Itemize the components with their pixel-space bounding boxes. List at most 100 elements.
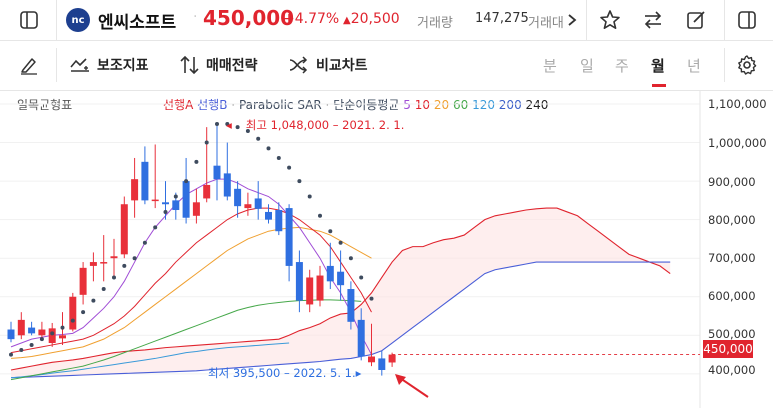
period-minute[interactable]: 분 — [543, 57, 557, 75]
legend-ma-5: 5 — [403, 98, 411, 112]
y-axis-label: 600,000 — [708, 289, 756, 303]
y-axis-label: 1,100,000 — [708, 97, 767, 111]
candle-body — [388, 354, 396, 363]
chevron-right-icon[interactable] — [562, 10, 582, 30]
candle-body — [244, 204, 252, 209]
psar-dot — [369, 296, 374, 301]
candle-body — [7, 329, 15, 340]
amount-label: 거래대 — [528, 16, 564, 31]
psar-dot — [132, 256, 137, 261]
sidebar-toggle-icon[interactable] — [18, 9, 40, 31]
separator-dot: · — [193, 9, 198, 25]
legend-ma: 단순이동평균 — [333, 98, 400, 112]
psar-dot — [287, 165, 292, 170]
panel-toggle-icon[interactable] — [736, 9, 758, 31]
legend-psar: Parabolic SAR — [238, 98, 322, 112]
y-axis-label: 400,000 — [708, 363, 756, 377]
psar-dot — [153, 225, 158, 230]
divider — [724, 0, 725, 40]
period-day[interactable]: 일 — [580, 57, 594, 75]
edit-icon[interactable] — [684, 8, 708, 32]
indicators-button[interactable]: 보조지표 — [97, 58, 149, 74]
strategy-button[interactable]: 매매전략 — [206, 58, 258, 74]
candle-body — [110, 256, 118, 259]
stock-name[interactable]: 엔씨소프트 — [98, 13, 177, 33]
psar-dot — [112, 275, 116, 280]
candle-body — [162, 202, 169, 205]
volume-value: 147,275 — [475, 11, 529, 26]
psar-dot — [91, 298, 96, 303]
candle-body — [172, 200, 180, 211]
period-year[interactable]: 년 — [687, 57, 701, 75]
candle-body — [151, 199, 159, 202]
swap-arrows-icon[interactable] — [641, 8, 665, 32]
ma-10-line — [10, 207, 372, 354]
psar-dot — [338, 240, 343, 245]
psar-dot — [9, 352, 13, 357]
psar-dot — [359, 275, 364, 280]
compare-button[interactable]: 비교차트 — [316, 58, 368, 74]
candle-body — [265, 211, 272, 220]
psar-dot — [215, 122, 219, 127]
psar-dot — [142, 240, 147, 245]
psar-dot — [163, 209, 168, 214]
psar-dot — [19, 347, 24, 352]
y-axis-label: 1,000,000 — [708, 136, 767, 150]
candle-body — [378, 358, 386, 370]
candle-body — [234, 188, 242, 207]
psar-dot — [328, 229, 333, 234]
period-month[interactable]: 월 — [651, 57, 665, 75]
chart-toolbar — [0, 40, 773, 91]
period-selected-indicator — [652, 84, 666, 87]
ichimoku-cloud — [11, 208, 671, 378]
star-icon[interactable] — [598, 8, 622, 32]
legend-ma-60: 60 — [452, 98, 469, 112]
pointer-arrow-head — [395, 374, 406, 385]
candle-body — [337, 271, 345, 286]
psar-dot — [29, 342, 34, 347]
strategy-icon[interactable] — [178, 54, 202, 76]
candle-body — [141, 161, 149, 201]
y-axis-label: 800,000 — [708, 213, 756, 227]
psar-dot — [101, 287, 106, 292]
psar-dot — [39, 337, 44, 342]
low-annotation: 최저 395,500 – 2022. 5. 1.▸ — [208, 365, 361, 381]
legend-separator: · — [325, 98, 330, 112]
legend-ma-120: 120 — [472, 98, 495, 112]
legend-ma-240: 240 — [525, 98, 549, 112]
ma-5-line — [10, 178, 372, 355]
psar-dot — [50, 331, 55, 336]
psar-dot — [184, 179, 189, 184]
legend-span-a: 선행A — [163, 98, 194, 112]
period-week[interactable]: 주 — [615, 57, 629, 75]
up-triangle-icon: ▲ — [343, 15, 351, 26]
legend-ma-10: 10 — [414, 98, 431, 112]
pen-icon[interactable] — [18, 54, 40, 76]
psar-dot — [173, 194, 178, 199]
indicator-name[interactable]: 일목균형표 — [17, 98, 73, 112]
compare-icon[interactable] — [287, 54, 311, 76]
candle-body — [69, 296, 77, 330]
settings-gear-icon[interactable] — [736, 54, 758, 76]
divider — [586, 0, 587, 40]
psar-dot — [307, 194, 312, 199]
candle-body — [182, 181, 190, 218]
stock-logo: nc — [66, 8, 90, 32]
candle-body — [223, 173, 231, 197]
volume-label: 거래량 — [417, 16, 453, 31]
legend-ma-200: 200 — [498, 98, 522, 112]
candle-body — [28, 327, 36, 334]
low-annotation-text: 최저 395,500 – 2022. 5. 1. — [208, 366, 356, 380]
chart-legend: 선행A 선행B · Parabolic SAR · 단순이동평균 5 10 20… — [163, 96, 548, 113]
candle-body — [316, 275, 324, 301]
y-axis-label: 500,000 — [708, 327, 756, 341]
candle-body — [192, 202, 200, 216]
psar-dot — [60, 325, 65, 330]
left-arrow-icon: ◂ — [226, 118, 232, 132]
change-amount: ▲20,500 — [343, 11, 400, 27]
candle-body — [368, 356, 375, 363]
span-a-line — [10, 207, 671, 371]
candle-body — [254, 198, 262, 209]
indicator-icon[interactable] — [68, 55, 92, 75]
change-percent: +4.77% — [283, 11, 340, 27]
